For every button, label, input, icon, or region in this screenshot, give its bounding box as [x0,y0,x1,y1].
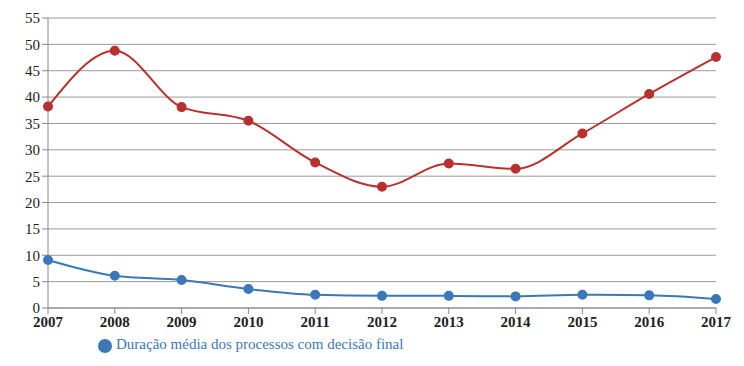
html-text:Duração média dos processos co: Duração média dos processos com decisão … [116,336,404,352]
svg-text:5: 5 [33,274,41,290]
svg-text:2014: 2014 [501,314,532,330]
svg-text:15: 15 [25,221,40,237]
svg-text:35: 35 [25,116,40,132]
svg-text:25: 25 [25,169,40,185]
svg-text:2010: 2010 [233,314,263,330]
svg-text:2016: 2016 [634,314,665,330]
svg-text:50: 50 [25,37,40,53]
svg-text:2011: 2011 [301,314,330,330]
svg-text:2007: 2007 [33,313,63,330]
svg-text:45: 45 [25,63,40,79]
svg-text:20: 20 [25,195,40,211]
svg-text:10: 10 [25,248,40,264]
svg-text:2015: 2015 [567,314,597,330]
svg-text:2008: 2008 [100,314,130,330]
svg-text:2009: 2009 [167,314,197,330]
svg-text:30: 30 [25,142,40,158]
svg-text:2013: 2013 [434,314,464,330]
svg-text:2017: 2017 [701,314,732,330]
svg-text:2012: 2012 [367,314,397,330]
svg-text:40: 40 [25,89,40,105]
svg-text:0: 0 [33,300,41,316]
svg-text:55: 55 [25,10,40,26]
